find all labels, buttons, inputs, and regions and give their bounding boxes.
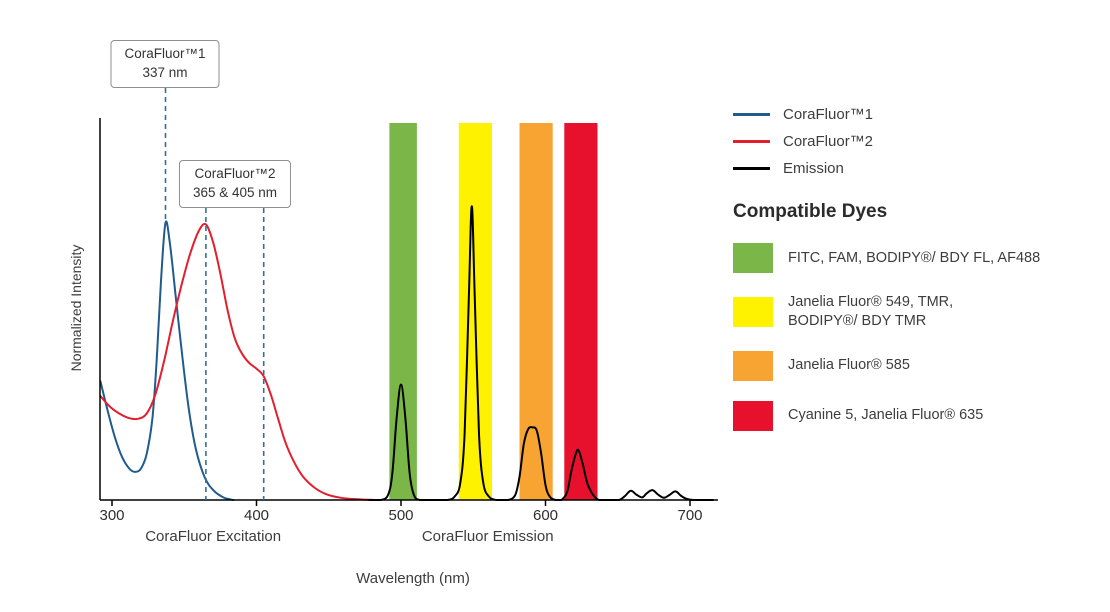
- corafluor1-line-swatch: [733, 113, 770, 116]
- legend-panel: CoraFluor™1 CoraFluor™2 Emission Compati…: [733, 106, 1105, 431]
- annotation-line: CoraFluor™2: [194, 166, 276, 181]
- orange-dye-swatch: [733, 350, 773, 381]
- y-axis-label: Normalized Intensity: [68, 244, 84, 372]
- x-tick-label: 700: [677, 507, 703, 524]
- spectra-chart: [99, 88, 718, 506]
- legend-label: CoraFluor™1: [783, 106, 874, 123]
- dye-item-orange: Janelia Fluor® 585: [733, 350, 1105, 381]
- x-tick-label: 600: [532, 507, 559, 524]
- red-dye-swatch: [733, 400, 773, 431]
- yellow-dye-swatch: [733, 296, 773, 327]
- corafluor2-line-swatch: [733, 140, 770, 143]
- legend-item-emission: Emission: [733, 160, 1105, 177]
- curve-corafluor1-excitation: [99, 220, 235, 501]
- x-axis-label: Wavelength (nm): [356, 570, 470, 587]
- dye-label: Janelia Fluor® 585: [788, 356, 910, 375]
- emission-line-swatch: [733, 167, 770, 170]
- x-tick-label: 300: [99, 507, 125, 524]
- dye-label-line: BODIPY®/ BDY TMR: [788, 312, 927, 329]
- dye-label: FITC, FAM, BODIPY®/ BDY FL, AF488: [788, 249, 1040, 268]
- emission-band-red: [564, 123, 598, 500]
- annotation-line: 337 nm: [142, 64, 188, 80]
- excitation-region-label: CoraFluor Excitation: [145, 528, 282, 545]
- legend-item-corafluor2: CoraFluor™2: [733, 133, 1105, 150]
- dye-item-red: Cyanine 5, Janelia Fluor® 635: [733, 400, 1105, 431]
- legend-label: CoraFluor™2: [783, 133, 874, 150]
- x-tick-label: 500: [388, 507, 414, 524]
- annotation-line: 365 & 405 nm: [192, 184, 278, 200]
- annotation-line: CoraFluor™1: [124, 46, 206, 61]
- emission-band-green: [389, 123, 417, 500]
- annotation-corafluor1: CoraFluor™1 337 nm: [110, 40, 220, 88]
- dye-label-line: Janelia Fluor® 585: [788, 357, 910, 374]
- legend-item-corafluor1: CoraFluor™1: [733, 106, 1105, 123]
- legend-label: Emission: [783, 160, 844, 177]
- dye-label: Janelia Fluor® 549, TMR, BODIPY®/ BDY TM…: [788, 293, 953, 331]
- green-dye-swatch: [733, 243, 773, 273]
- annotation-corafluor2: CoraFluor™2 365 & 405 nm: [178, 160, 292, 208]
- dye-item-green: FITC, FAM, BODIPY®/ BDY FL, AF488: [733, 243, 1105, 273]
- dye-label-line: FITC, FAM, BODIPY®/ BDY FL, AF488: [788, 249, 1041, 266]
- dye-label-line: Cyanine 5, Janelia Fluor® 635: [788, 407, 984, 424]
- dye-item-yellow: Janelia Fluor® 549, TMR, BODIPY®/ BDY TM…: [733, 293, 1105, 331]
- curve-corafluor2-excitation: [99, 222, 376, 501]
- emission-region-label: CoraFluor Emission: [421, 528, 554, 545]
- dye-label: Cyanine 5, Janelia Fluor® 635: [788, 406, 983, 425]
- dye-label-line: Janelia Fluor® 549, TMR,: [788, 294, 954, 310]
- compatible-dyes-heading: Compatible Dyes: [733, 201, 888, 222]
- x-tick-label: 400: [243, 507, 270, 524]
